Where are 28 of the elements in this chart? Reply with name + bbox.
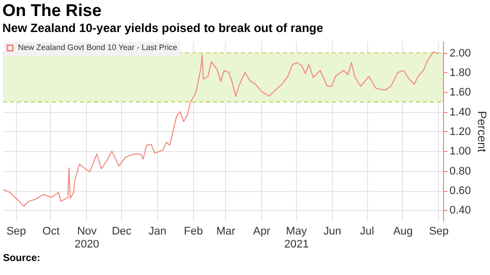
line-series — [2, 51, 439, 207]
x-tick-label: Jul — [360, 226, 374, 238]
x-tick-label: Sep — [6, 226, 26, 238]
y-tick-label: 1.80 — [450, 66, 471, 79]
legend-label: New Zealand Govt Bond 10 Year - Last Price — [18, 43, 178, 52]
x-tick-label: May 2021 — [284, 226, 309, 250]
y-tick-label: 1.60 — [450, 86, 471, 99]
source-note: Source: — [3, 253, 40, 264]
x-tick-label: Oct — [42, 226, 60, 238]
x-tick-label: Dec — [112, 226, 132, 238]
y-tick-label: 0.80 — [450, 165, 471, 178]
x-tick-label: Apr — [253, 226, 271, 238]
chart-title: On The Rise — [2, 1, 102, 20]
x-tick-label: Aug — [393, 226, 413, 238]
y-tick-label: 0.60 — [450, 185, 471, 198]
x-tick-label: Sep — [429, 226, 449, 238]
y-tick-label: 1.00 — [450, 146, 471, 158]
y-tick-label: 1.40 — [450, 106, 471, 118]
x-tick-label: Nov 2020 — [74, 226, 100, 250]
chart-subtitle: New Zealand 10-year yields poised to break out of range — [2, 21, 324, 35]
x-tick-label: Jan — [148, 226, 166, 238]
x-tick-label: Mar — [216, 226, 236, 238]
y-tick-label: 1.20 — [450, 126, 471, 138]
y-axis-title: Percent — [474, 110, 489, 153]
y-tick-label: 0.40 — [450, 204, 471, 217]
x-tick-label: Feb — [184, 226, 203, 238]
y-tick-label: 2.00 — [450, 47, 471, 60]
x-tick-label: Jun — [323, 226, 342, 238]
